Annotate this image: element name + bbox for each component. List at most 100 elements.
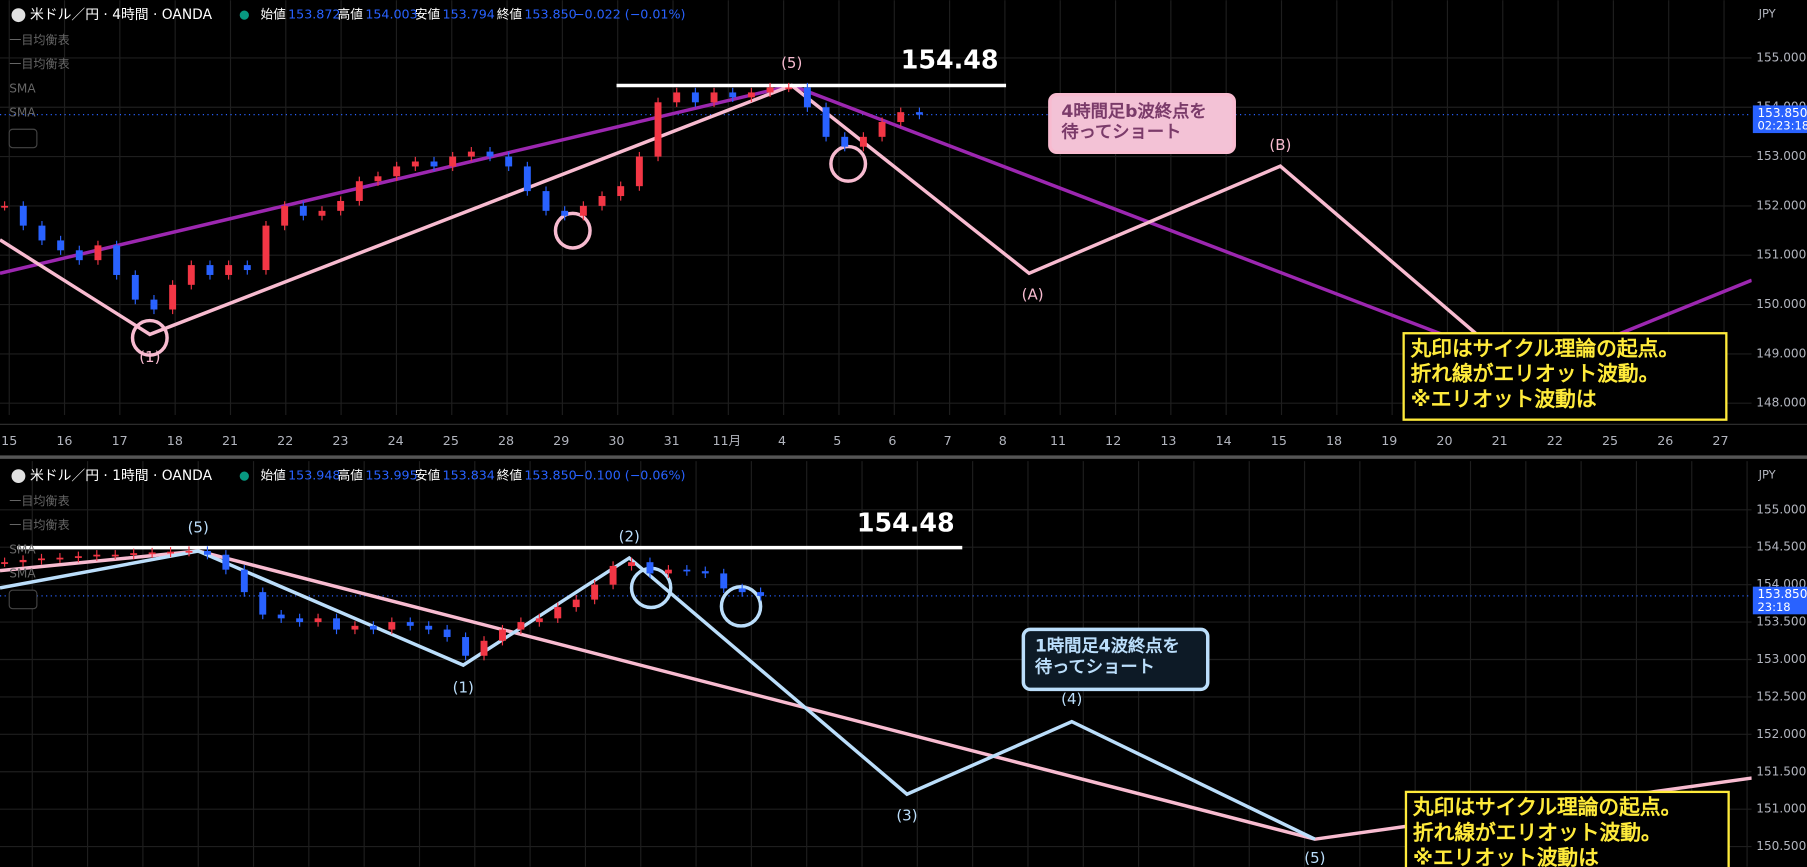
candle — [277, 614, 285, 619]
ohlc-low: 153.794 — [443, 7, 495, 22]
last-price-box — [1752, 586, 1807, 615]
x-tick-label: 29 — [553, 433, 569, 448]
candle — [822, 107, 830, 137]
symbol-icon — [11, 8, 26, 23]
cycle-circle — [553, 211, 592, 250]
candle — [617, 186, 625, 197]
candle — [169, 284, 177, 310]
candle — [150, 299, 158, 310]
trend-line — [0, 83, 1753, 371]
candle — [203, 550, 211, 555]
y-tick-label: 152.000 — [1756, 198, 1806, 212]
x-tick-label: 20 — [1436, 433, 1452, 448]
candle — [498, 629, 506, 641]
candle — [131, 274, 139, 300]
last-price: 153.850 — [1757, 106, 1807, 120]
x-tick-label: 13 — [1160, 433, 1176, 448]
candle — [369, 625, 377, 630]
candle — [878, 122, 886, 137]
candle — [729, 92, 737, 98]
candle — [480, 640, 488, 656]
candle — [374, 176, 382, 182]
y-tick-label: 150.000 — [1756, 297, 1806, 311]
x-tick-label: 7 — [944, 433, 952, 448]
x-tick-label: 6 — [888, 433, 896, 448]
x-tick-label: 31 — [664, 433, 680, 448]
candle — [94, 245, 102, 261]
candle — [449, 156, 457, 167]
status-dot — [239, 10, 249, 20]
x-tick-label: 22 — [1547, 433, 1563, 448]
candle — [554, 607, 562, 619]
ohlc-close-label: 終値 — [497, 7, 523, 22]
y-tick-label: 151.500 — [1756, 764, 1806, 778]
ohlc-close-label: 終値 — [497, 468, 523, 483]
candle — [738, 588, 746, 593]
candle — [388, 622, 396, 630]
candle — [766, 87, 774, 93]
note-text: ※エリオット波動は — [1413, 846, 1599, 867]
candle — [406, 622, 414, 626]
indicator-name: SMA — [9, 542, 36, 556]
wave-line — [0, 549, 1316, 841]
ohlc-change: −0.100 (−0.06%) — [574, 468, 686, 483]
note-box — [1404, 790, 1730, 867]
level-label: 154.48 — [857, 508, 955, 538]
candle — [683, 569, 691, 572]
candle — [19, 205, 27, 226]
cycle-circle — [130, 318, 169, 357]
ohlc-open-label: 始値 — [260, 468, 286, 483]
x-tick-label: 15 — [1, 433, 17, 448]
candle — [710, 92, 718, 103]
callout-box — [1048, 92, 1236, 155]
note-box — [1402, 332, 1728, 421]
ohlc-low-label: 安値 — [415, 468, 441, 483]
level-label: 154.48 — [901, 44, 999, 74]
price-axis — [1751, 461, 1807, 867]
candle — [841, 136, 849, 147]
note-text: 丸印はサイクル理論の起点。 — [1410, 336, 1680, 360]
ohlc-low-label: 安値 — [415, 7, 441, 22]
x-tick-label: 27 — [1712, 433, 1728, 448]
ohlc-close: 153.850 — [524, 7, 576, 22]
candle — [337, 200, 345, 211]
collapse-button[interactable] — [8, 128, 38, 149]
candle — [598, 196, 606, 206]
candle — [691, 92, 699, 103]
ohlc-high-label: 高値 — [338, 7, 364, 22]
candle — [74, 556, 82, 558]
ohlc-open-label: 始値 — [260, 7, 286, 22]
candle — [1, 205, 9, 208]
candle — [701, 571, 709, 574]
callout-text: 待ってショート — [1035, 656, 1155, 677]
x-tick-label: 17 — [112, 433, 128, 448]
candle — [628, 562, 635, 566]
status-dot — [239, 471, 249, 481]
candle — [1, 562, 9, 564]
x-tick-label: 25 — [443, 433, 459, 448]
y-tick-label: 152.500 — [1756, 689, 1806, 703]
candle — [720, 573, 728, 589]
currency: JPY — [1758, 467, 1777, 481]
x-tick-label: 8 — [999, 433, 1007, 448]
x-tick-label: 21 — [222, 433, 238, 448]
candle — [75, 250, 83, 261]
candle — [747, 92, 755, 98]
collapse-button[interactable] — [8, 589, 38, 610]
countdown: 02:23:18 — [1757, 119, 1807, 133]
candle — [318, 210, 326, 216]
candle — [206, 265, 214, 275]
candle — [222, 554, 230, 570]
currency: JPY — [1758, 7, 1777, 21]
x-tick-label: 26 — [1657, 433, 1673, 448]
note-text: ※エリオット波動は — [1411, 387, 1597, 411]
indicator-name: SMA — [9, 81, 36, 95]
callout-text: 1時間足4波終点を — [1035, 636, 1180, 657]
candle — [561, 210, 569, 216]
candle — [517, 622, 525, 630]
candle — [333, 618, 340, 630]
wave-label: (A) — [1022, 286, 1044, 304]
x-tick-label: 11 — [1050, 433, 1066, 448]
indicator-name: 一目均衡表 — [9, 494, 69, 508]
